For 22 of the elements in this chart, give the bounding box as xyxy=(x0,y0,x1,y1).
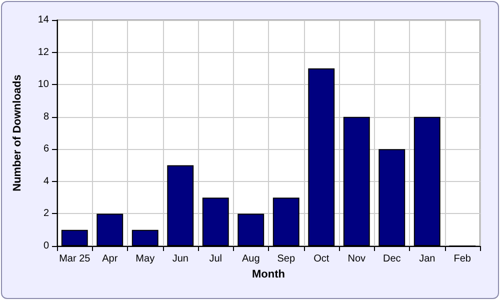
y-tick-label: 2 xyxy=(43,208,50,220)
y-tick-label: 0 xyxy=(43,240,50,252)
y-tick-label: 10 xyxy=(38,79,50,90)
x-tick-label: Mar 25 xyxy=(59,254,91,264)
y-axis-title: Number of Downloads xyxy=(12,74,24,192)
x-tick-label: Jun xyxy=(172,254,188,264)
y-tick-label: 14 xyxy=(38,14,50,26)
x-tick-label: Nov xyxy=(348,254,366,264)
y-tick-label: 8 xyxy=(43,111,50,122)
x-axis-title: Month xyxy=(252,268,286,280)
x-tick-label: May xyxy=(136,254,155,264)
y-tick-label: 4 xyxy=(43,176,50,187)
x-tick-label: Jan xyxy=(419,254,436,264)
y-tick-label: 6 xyxy=(43,144,50,155)
x-tick-label: Aug xyxy=(242,254,260,264)
x-tick-label: Jul xyxy=(209,254,222,264)
x-tick-label: Oct xyxy=(314,254,330,264)
x-tick-label: Dec xyxy=(382,254,401,264)
x-tick-label: Apr xyxy=(102,254,118,264)
x-tick-label: Feb xyxy=(454,254,472,264)
y-tick-label: 12 xyxy=(38,46,50,58)
x-tick-label: Sep xyxy=(277,254,296,264)
